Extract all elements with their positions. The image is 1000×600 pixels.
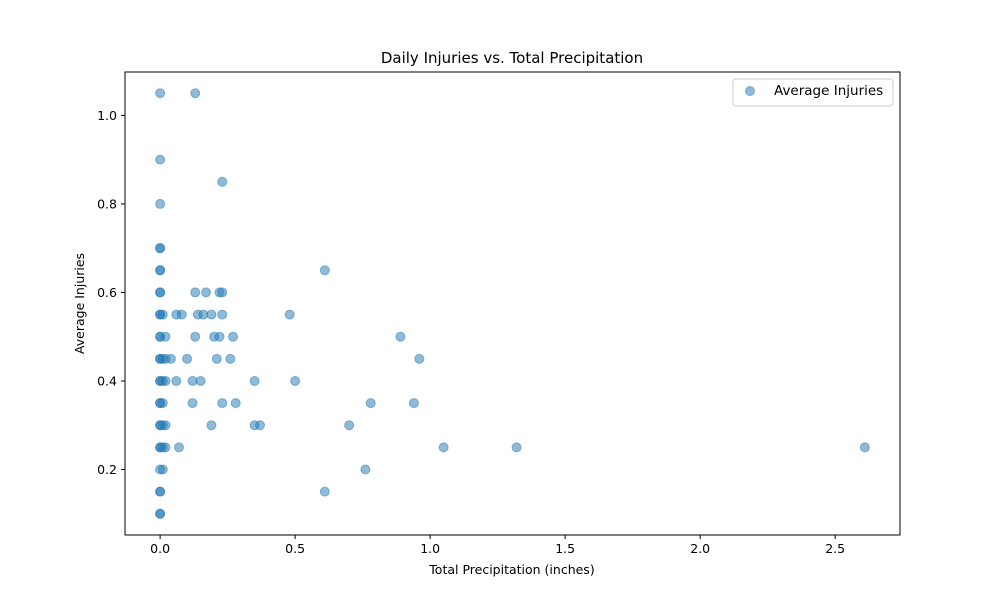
data-point xyxy=(155,198,166,209)
data-point xyxy=(290,375,301,386)
data-point xyxy=(165,353,176,364)
data-point xyxy=(228,331,239,342)
data-point xyxy=(190,331,201,342)
data-point xyxy=(157,398,168,409)
y-axis: 0.2 0.4 0.6 0.8 1.0 xyxy=(97,108,125,477)
data-point xyxy=(190,287,201,298)
points-layer xyxy=(155,88,870,519)
data-point xyxy=(365,398,376,409)
data-point xyxy=(155,243,166,254)
x-tick-label: 1.5 xyxy=(555,541,575,556)
x-tick-label: 0.0 xyxy=(150,541,170,556)
data-point xyxy=(160,420,171,431)
data-point xyxy=(155,486,166,497)
x-tick-label: 2.5 xyxy=(825,541,845,556)
data-point xyxy=(155,265,166,276)
data-point xyxy=(157,464,168,475)
data-point xyxy=(217,287,228,298)
data-point xyxy=(206,420,217,431)
x-axis: 0.0 0.5 1.0 1.5 2.0 2.5 xyxy=(150,535,845,556)
data-point xyxy=(255,420,266,431)
x-tick-label: 2.0 xyxy=(690,541,710,556)
data-point xyxy=(217,176,228,187)
data-point xyxy=(344,420,355,431)
data-point xyxy=(230,398,241,409)
data-point xyxy=(176,309,187,320)
data-point xyxy=(195,375,206,386)
data-point xyxy=(157,309,168,320)
y-tick-label: 0.8 xyxy=(97,196,117,211)
data-point xyxy=(395,331,406,342)
data-point xyxy=(414,353,425,364)
data-point xyxy=(319,265,330,276)
y-tick-label: 0.6 xyxy=(97,285,117,300)
data-point xyxy=(217,309,228,320)
data-point xyxy=(859,442,870,453)
y-tick-label: 1.0 xyxy=(97,108,117,123)
data-point xyxy=(155,88,166,99)
data-point xyxy=(284,309,295,320)
legend-frame xyxy=(732,78,894,107)
data-point xyxy=(160,442,171,453)
chart-title: Daily Injuries vs. Total Precipitation xyxy=(381,49,643,67)
data-point xyxy=(174,442,185,453)
data-point xyxy=(217,398,228,409)
data-point xyxy=(155,508,166,519)
x-axis-label: Total Precipitation (inches) xyxy=(428,562,594,577)
y-tick-label: 0.4 xyxy=(97,373,117,388)
data-point xyxy=(408,398,419,409)
data-point xyxy=(211,353,222,364)
legend-marker xyxy=(745,86,755,96)
x-tick-label: 0.5 xyxy=(285,541,305,556)
x-tick-label: 1.0 xyxy=(420,541,440,556)
data-point xyxy=(171,375,182,386)
legend: Average Injuries xyxy=(732,78,894,107)
data-point xyxy=(155,154,166,165)
legend-label: Average Injuries xyxy=(774,83,883,99)
data-point xyxy=(190,88,201,99)
data-point xyxy=(155,287,166,298)
data-point xyxy=(206,309,217,320)
data-point xyxy=(249,375,260,386)
y-axis-label: Average Injuries xyxy=(72,253,87,354)
plot-frame xyxy=(124,71,901,536)
data-point xyxy=(160,375,171,386)
data-point xyxy=(438,442,449,453)
y-tick-label: 0.2 xyxy=(97,462,117,477)
data-point xyxy=(360,464,371,475)
data-point xyxy=(214,331,225,342)
data-point xyxy=(187,398,198,409)
data-point xyxy=(182,353,193,364)
data-point xyxy=(511,442,522,453)
data-point xyxy=(319,486,330,497)
data-point xyxy=(225,353,236,364)
data-point xyxy=(201,287,212,298)
data-point xyxy=(160,331,171,342)
